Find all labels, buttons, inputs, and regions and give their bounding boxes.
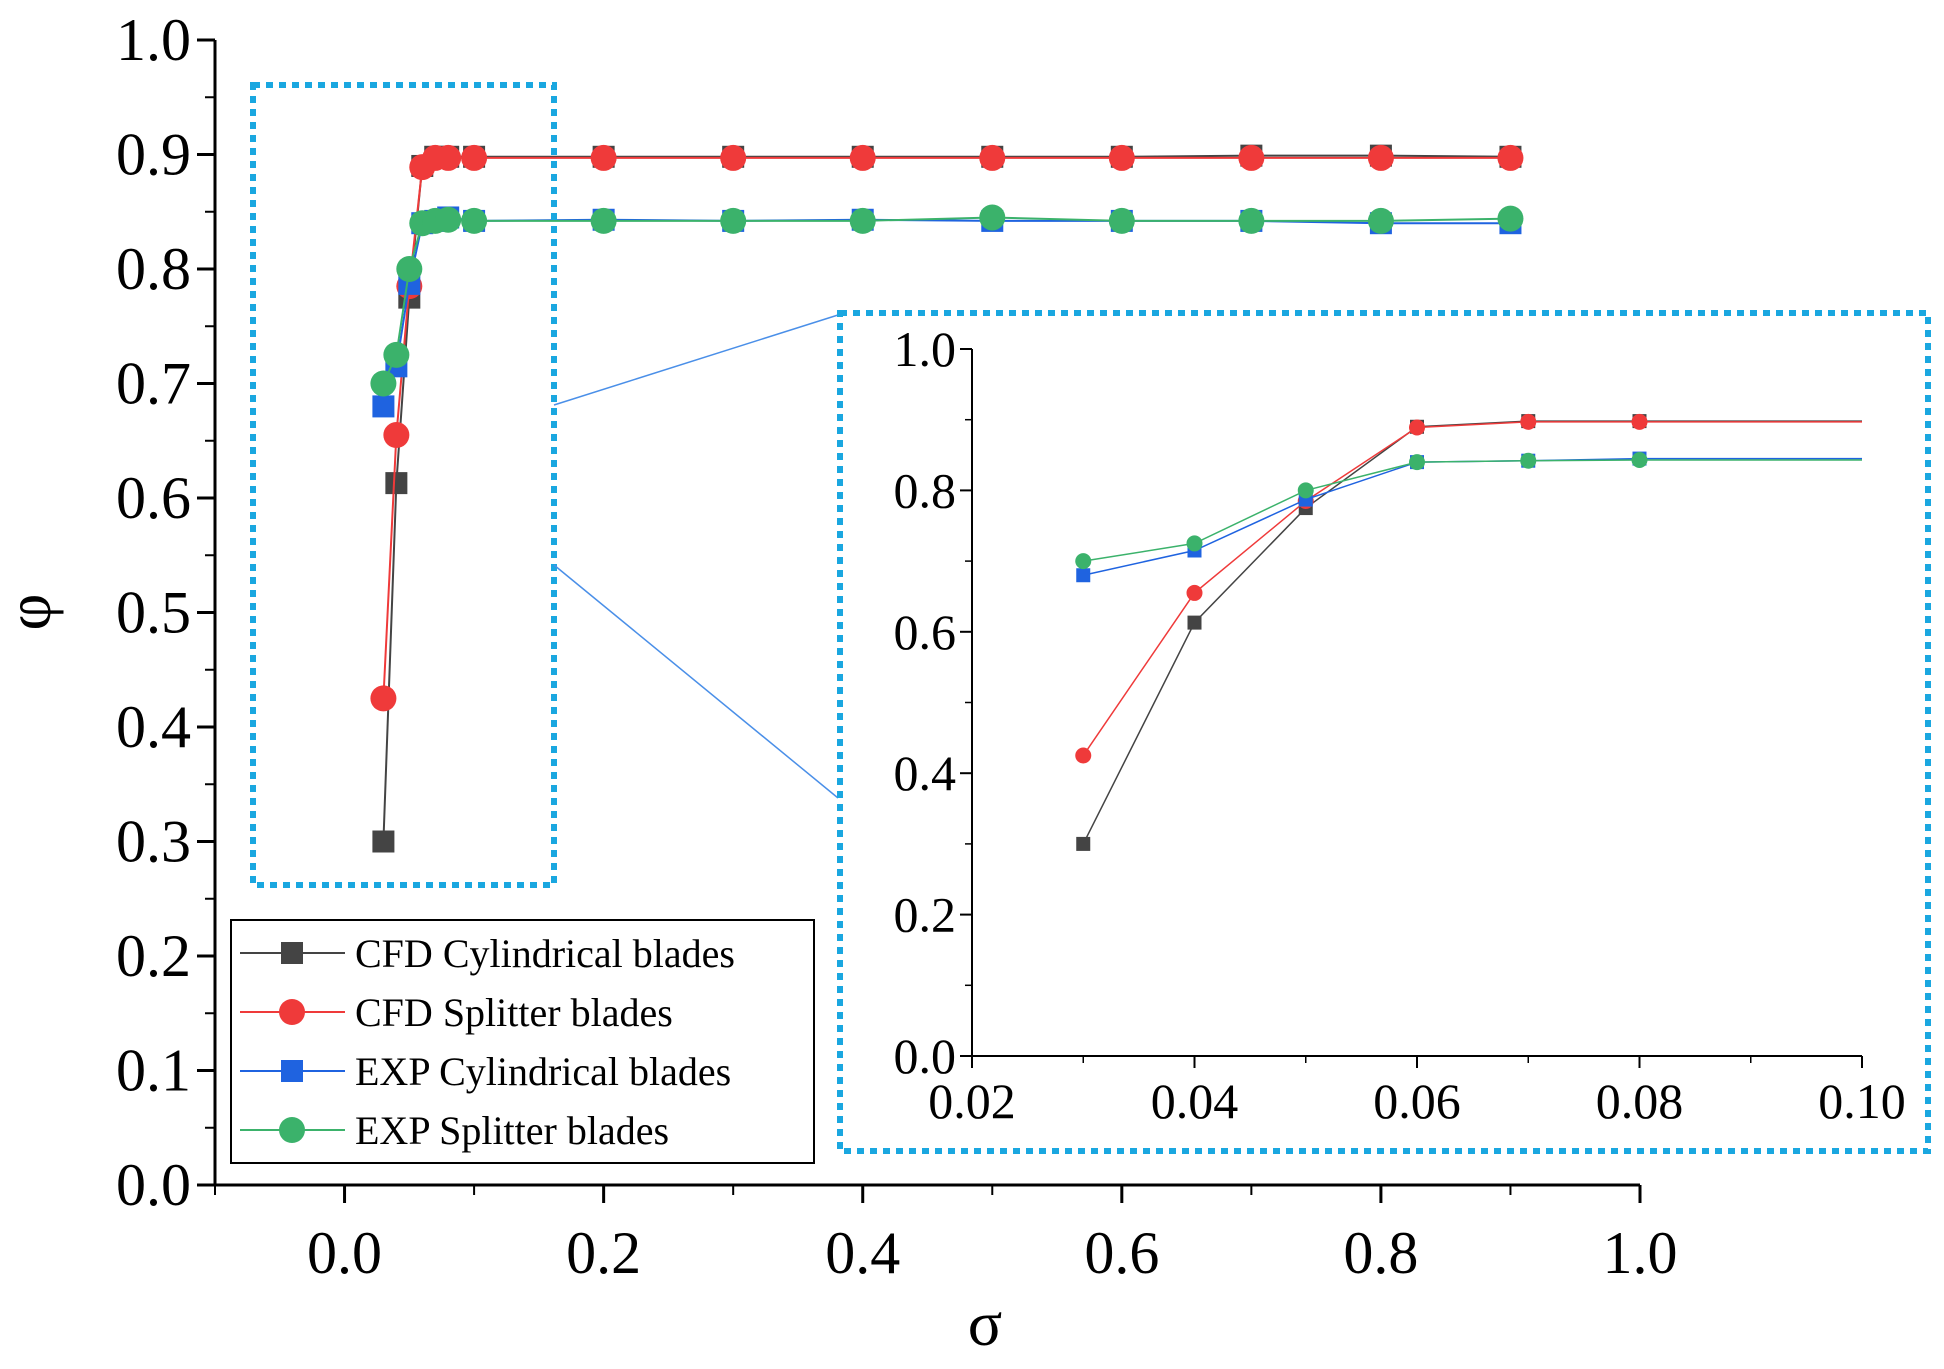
main-x-tick-label: 0.0 [307,1220,382,1286]
inset-data-point [1076,568,1091,583]
legend-marker [281,1060,303,1082]
inset-series-1 [1075,413,1862,764]
main-y-axis-title: φ [0,594,64,631]
data-point [1108,207,1135,234]
legend-box [230,919,815,1164]
data-point [1238,207,1265,234]
main-x-tick-label: 0.2 [566,1220,641,1286]
main-y-tick-label: 0.5 [116,580,191,646]
inset-data-point [1520,452,1537,469]
main-x-tick-label: 1.0 [1603,1220,1678,1286]
main-y-tick-label: 0.0 [116,1152,191,1218]
data-point [1238,144,1265,171]
data-point [435,144,462,171]
inset-data-point [1186,584,1203,601]
data-point [370,685,397,712]
inset-x-tick-label: 0.06 [1373,1073,1461,1129]
data-point [590,144,617,171]
legend: CFD Cylindrical blades CFD Splitter blade… [230,919,815,1164]
data-point [979,204,1006,231]
inset-plot: 0.0 0.2 0.4 0.6 0.8 1.0 0.02 0.04 0.06 0.08 0.10 [837,310,1931,1154]
inset-y-tick-label: 0.0 [894,1028,957,1084]
inset-data-point [1075,747,1092,764]
main-y-tick-label: 0.7 [116,351,191,417]
main-y-tick-label: 0.9 [116,122,191,188]
data-point [1497,205,1524,232]
inset-data-point [1631,451,1648,468]
legend-item: CFD Cylindrical blades [240,931,735,976]
zoom-connector-line [553,314,839,406]
data-point [370,370,397,397]
inset-x-tick-label: 0.04 [1151,1073,1239,1129]
legend-marker [279,1117,305,1143]
inset-data-point [1409,454,1425,471]
inset-data-point [1186,535,1203,552]
data-point [372,395,395,418]
legend-label: EXP Cylindrical blades [355,1049,731,1094]
inset-x-tick-label: 0.10 [1818,1073,1906,1129]
legend-marker [281,942,303,964]
data-point [849,207,876,234]
inset-y-tick-label: 0.4 [894,745,957,801]
legend-marker [279,999,305,1025]
data-point [1108,144,1135,171]
series-3 [370,204,1524,397]
inset-y-tick-label: 0.6 [894,604,957,660]
main-y-tick-label: 0.3 [116,809,191,875]
data-point [461,207,488,234]
inset-data-point [1520,413,1537,430]
data-point [1497,144,1524,171]
data-point [385,472,408,495]
inset-data-point [1076,836,1091,851]
legend-item: EXP Cylindrical blades [240,1049,731,1094]
data-point [1367,207,1394,234]
inset-data-point [1631,413,1648,430]
main-y-tick-label: 0.8 [116,236,191,302]
data-point [720,144,747,171]
legend-label: CFD Cylindrical blades [355,931,735,976]
main-y-tick-label: 1.0 [116,7,191,73]
inset-data-point [1409,419,1425,436]
data-point [435,206,462,233]
data-point [383,341,410,368]
main-x-axis-title: σ [968,1288,1003,1359]
legend-label: CFD Splitter blades [355,990,673,1035]
zoom-region [250,82,839,888]
main-y-tick-label: 0.1 [116,1038,191,1104]
legend-label: EXP Splitter blades [355,1108,669,1153]
inset-y-tick-label: 0.8 [894,462,957,518]
inset-data-point [1297,482,1314,499]
inset-y-tick-label: 1.0 [894,321,957,377]
zoom-source-box [250,82,557,888]
main-x-tick-label: 0.6 [1084,1220,1159,1286]
data-point [396,256,423,282]
data-point [461,144,488,171]
legend-item: CFD Splitter blades [240,990,673,1035]
data-point [372,830,395,853]
inset-x-tick-label: 0.02 [928,1073,1016,1129]
data-point [849,144,876,171]
inset-data-point [1075,553,1092,570]
main-y-tick-label: 0.4 [116,694,191,760]
data-point [979,144,1006,171]
inset-y-tick-label: 0.2 [894,887,957,943]
main-x-tick-label: 0.8 [1343,1220,1418,1286]
inset-data-point [1187,615,1202,630]
main-plot: 0.0 0.1 0.2 0.3 0.4 0.5 0.6 0.7 0.8 0.9 1.0 0.0 0.2 0… [0,7,1678,1359]
data-point [590,207,617,234]
inset-series-3 [1075,451,1862,570]
inset-x-tick-label: 0.08 [1596,1073,1684,1129]
zoom-connector-line [553,564,839,799]
data-point [383,422,410,449]
main-y-tick-label: 0.2 [116,923,191,989]
data-point [720,207,747,234]
legend-item: EXP Splitter blades [240,1108,669,1153]
main-y-tick-label: 0.6 [116,465,191,531]
data-point [1367,144,1394,171]
inset-frame [837,310,1931,1154]
main-x-tick-label: 0.4 [825,1220,900,1286]
